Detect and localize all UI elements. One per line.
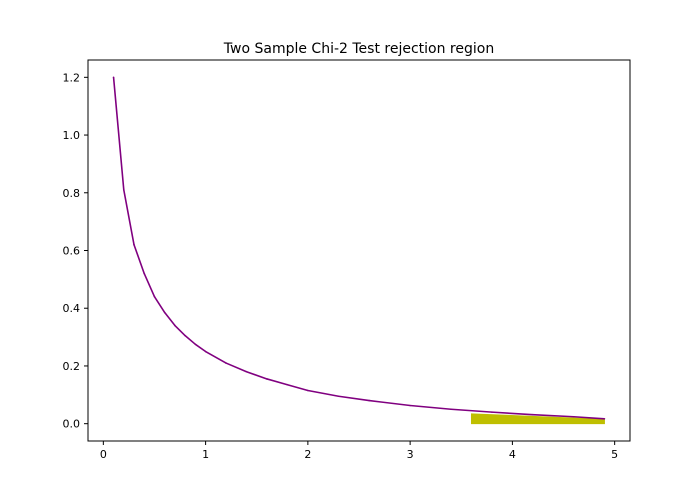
series-line-0: [112, 77, 605, 420]
series-point: [133, 243, 135, 246]
chart-title: Two Sample Chi-2 Test rejection region: [223, 41, 494, 57]
x-tick-label: 0: [100, 448, 107, 461]
y-tick-label: 0.8: [63, 187, 81, 200]
series-point: [368, 399, 371, 402]
y-tick-label: 0.0: [63, 418, 81, 431]
axes: 0 1 2 3 4 5 0.0 0.2 0.4 0.6 0.8 1.0 1.2: [63, 71, 619, 461]
series-point: [194, 343, 197, 346]
x-tick-label: 5: [611, 448, 618, 461]
series-point: [603, 417, 606, 420]
series-point: [174, 324, 176, 327]
x-tick-label: 3: [407, 448, 414, 461]
series-point: [225, 362, 227, 364]
series-point: [286, 383, 289, 386]
y-tick-label: 0.4: [63, 302, 81, 315]
series-point: [307, 389, 309, 392]
x-tick-label: 1: [202, 448, 209, 461]
series-point: [409, 404, 411, 407]
series-point: [337, 395, 340, 398]
plot-frame: [87, 59, 631, 442]
series-point: [122, 189, 125, 191]
series-point: [143, 272, 146, 275]
y-tick-label: 1.2: [63, 71, 81, 84]
series-point: [450, 408, 452, 411]
series-point: [245, 370, 248, 373]
x-tick-label: 2: [304, 448, 311, 461]
series-point: [532, 413, 534, 416]
series-point: [572, 415, 575, 418]
series-point: [184, 334, 186, 337]
series-point: [204, 350, 207, 353]
series-point: [491, 411, 493, 413]
series-point: [112, 76, 115, 79]
y-tick-label: 0.2: [63, 360, 81, 373]
series-point: [163, 311, 166, 314]
series-point: [266, 378, 268, 380]
y-tick-label: 1.0: [63, 129, 81, 142]
plot-area: [112, 76, 606, 425]
y-tick-label: 0.6: [63, 245, 81, 258]
x-tick-label: 4: [509, 448, 516, 461]
series-point: [153, 295, 156, 298]
